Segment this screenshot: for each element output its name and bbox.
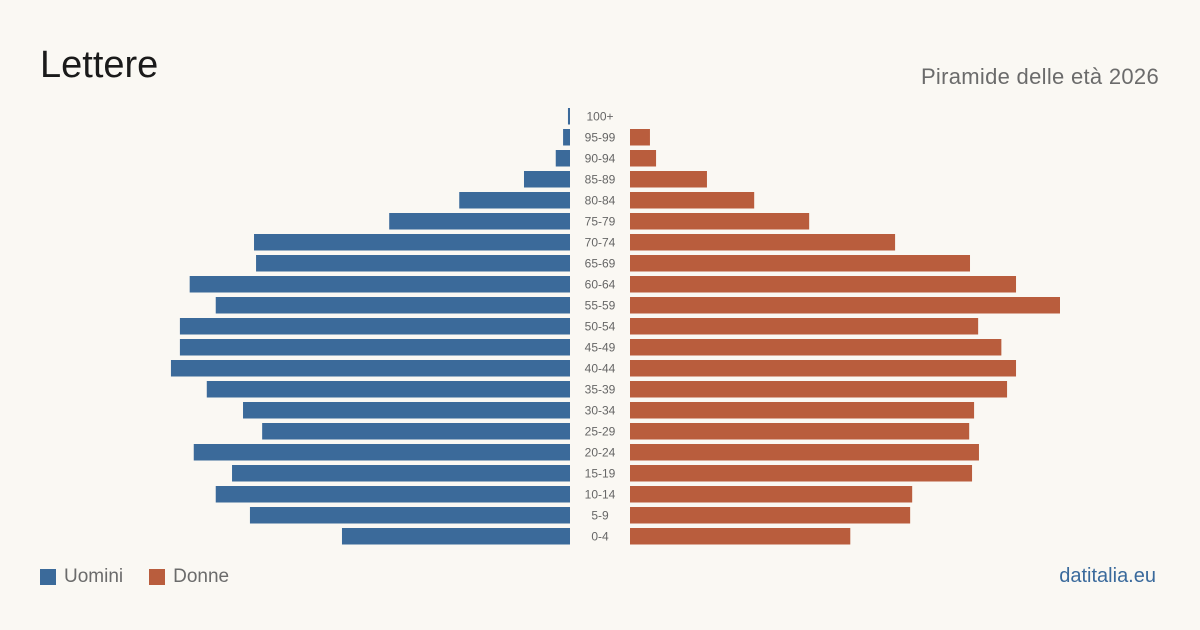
bar-women-0-4 xyxy=(630,528,851,545)
legend-swatch-men xyxy=(40,569,56,585)
bar-men-75-79 xyxy=(389,213,570,230)
bar-men-95-99 xyxy=(563,129,570,146)
bar-men-25-29 xyxy=(262,423,570,440)
bar-women-85-89 xyxy=(630,171,707,188)
age-label-85-89: 85-89 xyxy=(585,172,616,186)
bar-women-45-49 xyxy=(630,339,1002,356)
bar-men-55-59 xyxy=(215,297,570,314)
age-label-95-99: 95-99 xyxy=(585,130,616,144)
bar-men-80-84 xyxy=(459,192,570,209)
age-label-25-29: 25-29 xyxy=(585,424,616,438)
age-label-90-94: 90-94 xyxy=(585,151,616,165)
age-label-50-54: 50-54 xyxy=(585,319,616,333)
legend: Uomini Donne xyxy=(40,566,255,588)
bar-men-35-39 xyxy=(206,381,570,398)
legend-item-men: Uomini xyxy=(40,566,123,588)
bar-women-20-24 xyxy=(630,444,979,461)
age-label-80-84: 80-84 xyxy=(585,193,616,207)
age-label-35-39: 35-39 xyxy=(585,382,616,396)
bar-men-60-64 xyxy=(189,276,570,293)
bar-women-40-44 xyxy=(630,360,1017,377)
bar-men-50-54 xyxy=(179,318,570,335)
age-label-55-59: 55-59 xyxy=(585,298,616,312)
age-label-40-44: 40-44 xyxy=(585,361,616,375)
legend-label-men: Uomini xyxy=(64,566,124,587)
source-link[interactable]: datitalia.eu xyxy=(1059,565,1156,587)
bar-men-30-34 xyxy=(243,402,571,419)
bar-women-5-9 xyxy=(630,507,911,524)
age-label-5-9: 5-9 xyxy=(591,508,609,522)
bar-men-90-94 xyxy=(555,150,570,167)
page-title: Lettere xyxy=(40,44,159,86)
age-label-65-69: 65-69 xyxy=(585,256,616,270)
bar-women-60-64 xyxy=(630,276,1017,293)
age-label-15-19: 15-19 xyxy=(585,466,616,480)
bar-women-80-84 xyxy=(630,192,755,209)
bar-women-55-59 xyxy=(630,297,1060,314)
legend-swatch-women xyxy=(149,569,166,585)
age-label-70-74: 70-74 xyxy=(585,235,616,249)
bar-women-90-94 xyxy=(630,150,657,167)
age-label-10-14: 10-14 xyxy=(585,487,616,501)
bar-women-50-54 xyxy=(630,318,979,335)
bar-women-70-74 xyxy=(630,234,896,251)
bar-men-70-74 xyxy=(254,234,571,251)
legend-label-women: Donne xyxy=(173,566,230,587)
age-label-20-24: 20-24 xyxy=(585,445,616,459)
legend-item-women: Donne xyxy=(149,566,229,588)
bar-women-15-19 xyxy=(630,465,973,482)
bar-men-15-19 xyxy=(232,465,570,482)
bar-men-40-44 xyxy=(170,360,571,377)
bar-women-75-79 xyxy=(630,213,810,230)
bar-men-65-69 xyxy=(256,255,570,272)
bar-men-10-14 xyxy=(215,486,570,503)
age-label-0-4: 0-4 xyxy=(591,529,609,543)
bar-men-45-49 xyxy=(179,339,570,356)
bar-women-25-29 xyxy=(630,423,970,440)
bar-women-65-69 xyxy=(630,255,971,272)
bar-women-35-39 xyxy=(630,381,1008,398)
age-label-30-34: 30-34 xyxy=(585,403,616,417)
bar-women-10-14 xyxy=(630,486,913,503)
age-label-45-49: 45-49 xyxy=(585,340,616,354)
bar-women-30-34 xyxy=(630,402,975,419)
bar-men-5-9 xyxy=(249,507,570,524)
bar-men-100+ xyxy=(567,108,570,125)
age-label-100+: 100+ xyxy=(586,109,613,123)
age-label-60-64: 60-64 xyxy=(585,277,616,291)
age-label-75-79: 75-79 xyxy=(585,214,616,228)
bar-men-85-89 xyxy=(523,171,570,188)
bar-women-95-99 xyxy=(630,129,650,146)
bar-men-0-4 xyxy=(341,528,570,545)
page-subtitle: Piramide delle età 2026 xyxy=(920,64,1159,89)
bar-men-20-24 xyxy=(193,444,570,461)
